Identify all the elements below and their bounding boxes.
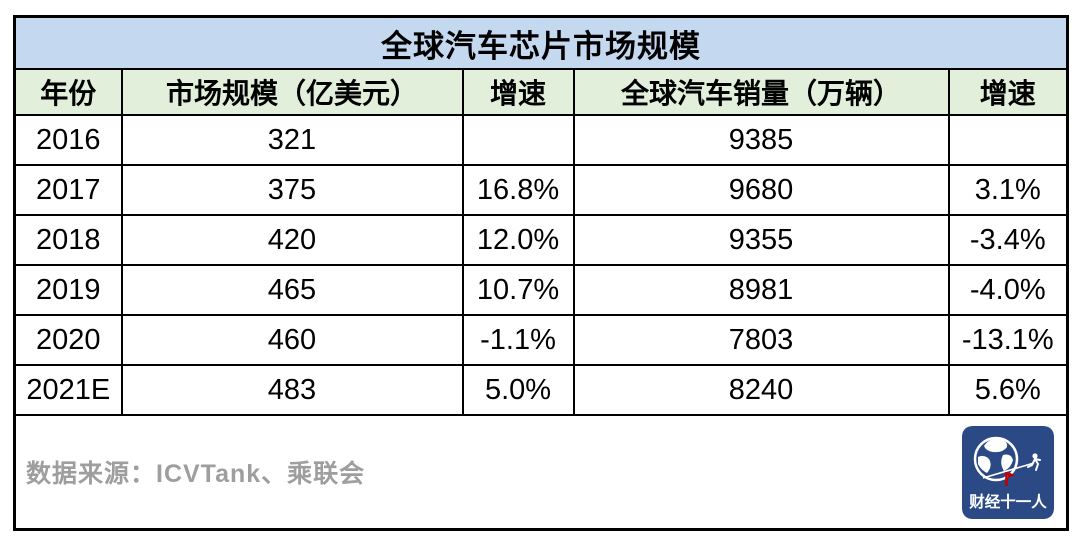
table-cell: 2021E [13,364,123,416]
data-source-text: 数据来源：ICVTank、乘联会 [26,460,366,488]
caijing-eleven-logo-icon: 财经十一人 [962,425,1055,519]
table-cell: 16.8% [461,164,575,216]
table-cell: 7803 [572,314,950,366]
column-header-year: 年份 [13,68,123,116]
header-row: 年份 市场规模（亿美元） 增速 全球汽车销量（万辆） 增速 [13,68,1069,116]
logo-wordmark: 财经十一人 [969,492,1047,511]
table-cell: -4.0% [947,264,1069,316]
table-row: 2021E 483 5.0% 8240 5.6% [13,364,1069,416]
title-row: 全球汽车芯片市场规模 [13,15,1069,70]
table-cell: 10.7% [461,264,575,316]
globe-continent-icon [978,455,991,473]
table-cell [947,114,1069,166]
table-cell: 2018 [13,214,123,266]
table-cell: 483 [120,364,464,416]
column-header-market-size: 市场规模（亿美元） [120,68,464,116]
table-cell: 8240 [572,364,950,416]
table-row: 2018 420 12.0% 9355 -3.4% [13,214,1069,266]
table-row: 2020 460 -1.1% 7803 -13.1% [13,314,1069,366]
table-cell: 9355 [572,214,950,266]
column-header-growth-1: 增速 [461,68,575,116]
footer: 数据来源：ICVTank、乘联会 [17,425,1066,519]
table-cell: 420 [120,214,464,266]
table-cell [461,114,575,166]
table-cell: 2017 [13,164,123,216]
table-cell: 2020 [13,314,123,366]
table-cell: 9385 [572,114,950,166]
table-cell: 9680 [572,164,950,216]
table-cell: 3.1% [947,164,1069,216]
table-cell: -3.4% [947,214,1069,266]
table-cell: -13.1% [947,314,1069,366]
table-title: 全球汽车芯片市场规模 [13,15,1069,70]
table-cell: 12.0% [461,214,575,266]
table-cell: 5.0% [461,364,575,416]
table-cell: 321 [120,114,464,166]
table-row: 2019 465 10.7% 8981 -4.0% [13,264,1069,316]
table-cell: 465 [120,264,464,316]
globe-continent-icon [984,438,1008,452]
table-cell: 2019 [13,264,123,316]
table-cell: -1.1% [461,314,575,366]
column-header-growth-2: 增速 [947,68,1069,116]
table-cell: 8981 [572,264,950,316]
footer-row: 数据来源：ICVTank、乘联会 [13,414,1069,531]
market-size-table: 全球汽车芯片市场规模 年份 市场规模（亿美元） 增速 全球汽车销量（万辆） 增速… [13,15,1070,531]
table-cell: 2016 [13,114,123,166]
table-row: 2016 321 9385 [13,114,1069,166]
globe-continent-icon [1001,454,1014,471]
table-cell: 460 [120,314,464,366]
table-cell: 5.6% [947,364,1069,416]
table-cell: 375 [120,164,464,216]
table-row: 2017 375 16.8% 9680 3.1% [13,164,1069,216]
column-header-auto-sales: 全球汽车销量（万辆） [572,68,950,116]
